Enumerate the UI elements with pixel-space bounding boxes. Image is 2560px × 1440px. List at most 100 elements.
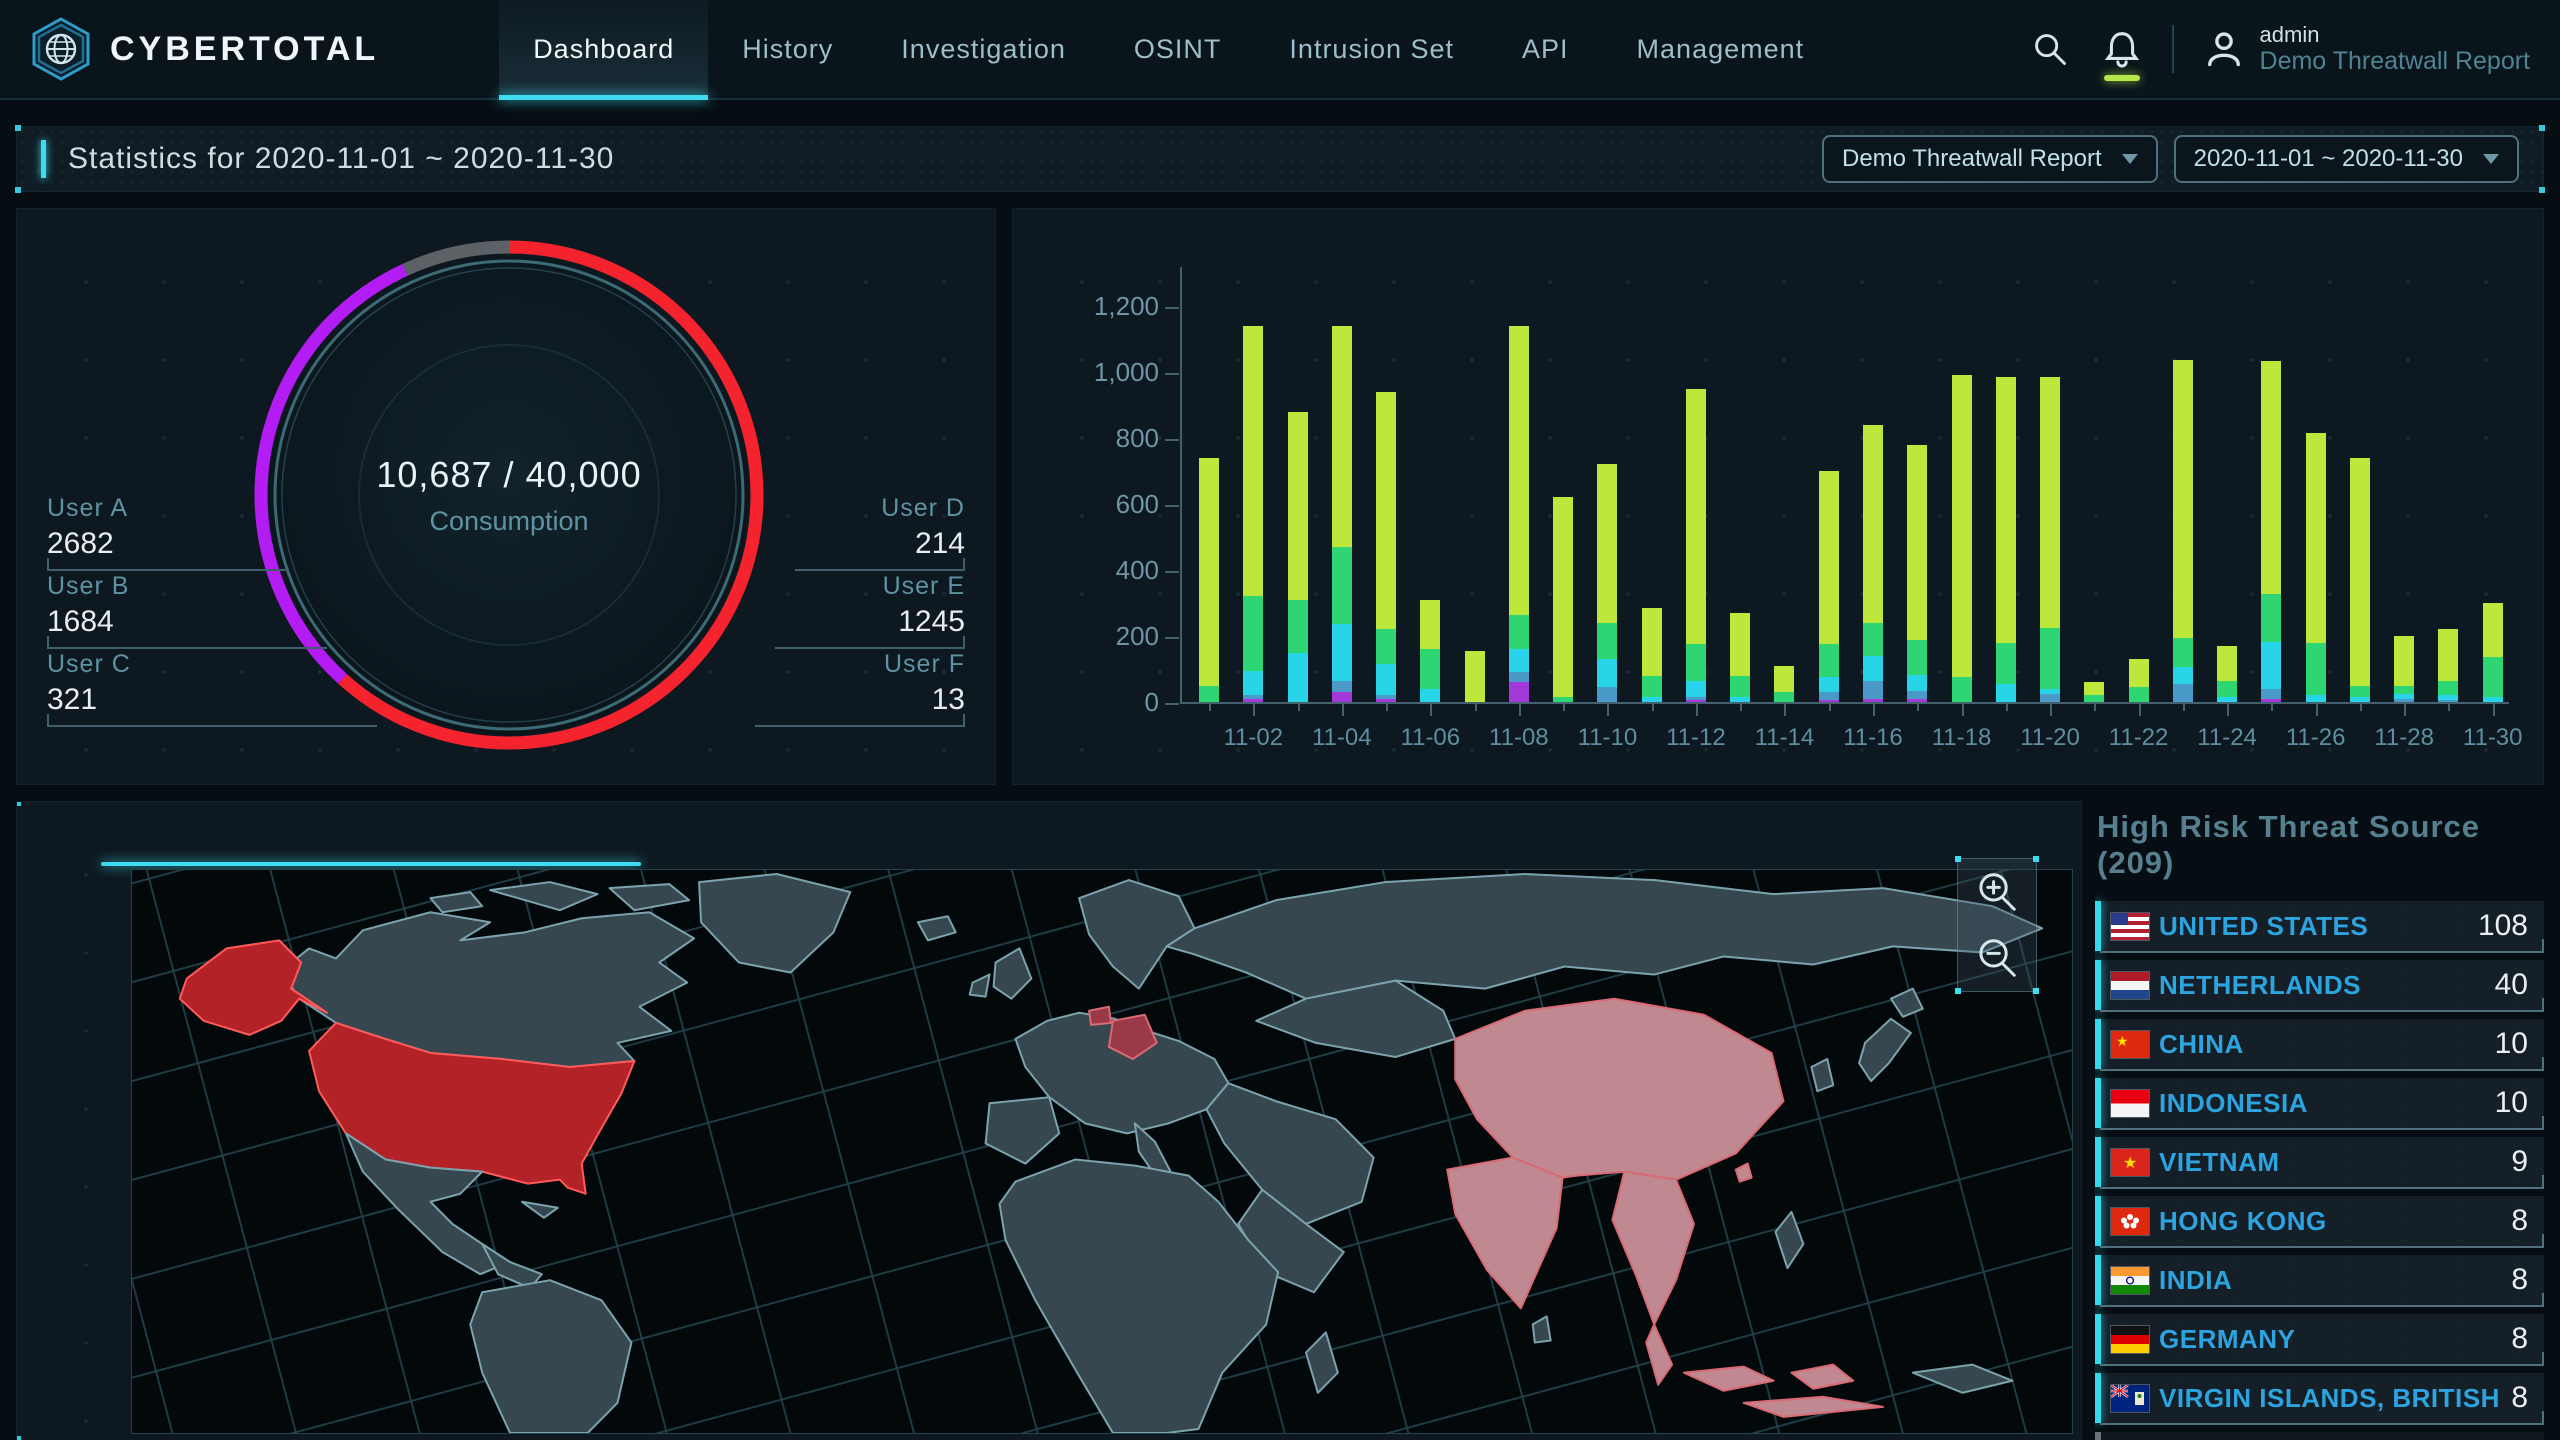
- map-island-new-guinea[interactable]: [1911, 1363, 2014, 1394]
- threat-item-cn[interactable]: ★ CHINA 10: [2095, 1019, 2544, 1071]
- svg-text:★: ★: [2116, 1033, 2129, 1049]
- zoom-out-button[interactable]: [1971, 932, 2023, 984]
- map-country-indonesia[interactable]: [1790, 1363, 1855, 1390]
- tab-management[interactable]: Management: [1636, 33, 1805, 64]
- tab-intrusion-set[interactable]: Intrusion Set: [1289, 33, 1455, 64]
- threat-item-vg[interactable]: VIRGIN ISLANDS, BRITISH 8: [2095, 1373, 2544, 1425]
- map-region-central-asia[interactable]: [1255, 979, 1457, 1059]
- bar-11-22[interactable]: 11-22: [2109, 659, 2168, 751]
- map-island-cuba[interactable]: [520, 1200, 559, 1219]
- map-country-indonesia[interactable]: [1683, 1365, 1775, 1392]
- bar-11-29[interactable]: [2438, 629, 2459, 711]
- bar-11-07[interactable]: [1464, 650, 1485, 711]
- map-country-korea[interactable]: [1810, 1058, 1835, 1093]
- consumption-gauge[interactable]: [249, 235, 769, 755]
- threat-item-de[interactable]: GERMANY 8: [2095, 1314, 2544, 1366]
- map-region-hong-kong[interactable]: [1734, 1162, 1753, 1183]
- bar-11-18[interactable]: 11-18: [1932, 375, 1991, 751]
- map-continent-south-america[interactable]: [469, 1279, 633, 1433]
- map-island-java[interactable]: [1742, 1395, 1884, 1418]
- series-lime: [2349, 457, 2370, 686]
- map-country-germany[interactable]: [1107, 1013, 1158, 1061]
- map-continent-africa[interactable]: [998, 1158, 1280, 1433]
- bar-11-03[interactable]: [1287, 411, 1308, 711]
- map-arctic-island[interactable]: [489, 881, 599, 912]
- x-tick-mark: [2359, 704, 2362, 711]
- bar-11-09[interactable]: [1553, 497, 1574, 711]
- threat-item-vn[interactable]: ★ VIETNAM 9: [2095, 1137, 2544, 1189]
- threat-item-id[interactable]: INDONESIA 10: [2095, 1078, 2544, 1130]
- bar-11-12[interactable]: 11-12: [1666, 388, 1726, 751]
- bar-11-30[interactable]: 11-30: [2463, 603, 2523, 751]
- report-select[interactable]: Demo Threatwall Report: [1822, 135, 2158, 183]
- bar-11-20[interactable]: 11-20: [2020, 376, 2080, 751]
- date-range-select[interactable]: 2020-11-01 ~ 2020-11-30: [2173, 135, 2519, 183]
- zoom-in-button[interactable]: [1971, 866, 2023, 918]
- tab-investigation[interactable]: Investigation: [901, 33, 1066, 64]
- map-region-middle-east[interactable]: [1205, 1082, 1375, 1225]
- bar-11-11[interactable]: [1641, 607, 1662, 711]
- bar-11-04[interactable]: 11-04: [1312, 325, 1372, 751]
- map-region-central-america[interactable]: [481, 1242, 543, 1290]
- map-island-sri-lanka[interactable]: [1531, 1315, 1552, 1344]
- bar-11-16[interactable]: 11-16: [1843, 424, 1903, 751]
- bar-11-14[interactable]: 11-14: [1755, 665, 1814, 751]
- threat-item-us[interactable]: UNITED STATES 108: [2095, 901, 2544, 953]
- series-cyan: [1508, 649, 1529, 673]
- map-region-alaska[interactable]: [178, 939, 328, 1036]
- map-arctic-island[interactable]: [429, 891, 484, 914]
- series-cyan: [2438, 695, 2459, 701]
- x-axis-label: 11-06: [1400, 724, 1461, 751]
- map-island-madagascar[interactable]: [1304, 1331, 1339, 1394]
- tab-dashboard[interactable]: Dashboard: [499, 0, 709, 100]
- map-country-mexico[interactable]: [344, 1132, 512, 1276]
- threat-count: 8: [2511, 1322, 2528, 1355]
- tab-osint[interactable]: OSINT: [1133, 33, 1222, 64]
- map-region-iberia[interactable]: [984, 1096, 1061, 1165]
- bar-11-26[interactable]: 11-26: [2286, 433, 2345, 751]
- map-country-ireland[interactable]: [968, 973, 991, 998]
- map-country-iceland[interactable]: [916, 915, 957, 942]
- tab-api[interactable]: API: [1522, 33, 1569, 64]
- bar-11-01[interactable]: [1199, 457, 1219, 711]
- account-menu[interactable]: admin Demo Threatwall Report: [2202, 22, 2530, 76]
- bar-11-08[interactable]: 11-08: [1489, 325, 1549, 751]
- world-map[interactable]: [131, 869, 2073, 1434]
- bar-11-21[interactable]: [2084, 682, 2105, 711]
- search-button[interactable]: [2028, 27, 2072, 71]
- map-region-indochina[interactable]: [1611, 1170, 1695, 1326]
- threat-item-hk[interactable]: HONG KONG 8: [2095, 1196, 2544, 1248]
- tab-history[interactable]: History: [742, 33, 834, 64]
- bar-11-06[interactable]: 11-06: [1401, 599, 1460, 751]
- brand[interactable]: CYBERTOTAL: [30, 0, 379, 98]
- bar-11-10[interactable]: 11-10: [1578, 464, 1637, 751]
- bar-11-19[interactable]: [1995, 376, 2016, 711]
- bar-stack: [2349, 457, 2370, 702]
- map-country-india[interactable]: [1446, 1156, 1564, 1310]
- flag-icon-us: [2111, 913, 2149, 941]
- map-island-hokkaido[interactable]: [1889, 987, 1924, 1018]
- date-range-value: 2020-11-01 ~ 2020-11-30: [2193, 145, 2463, 172]
- bar-11-15[interactable]: [1818, 471, 1839, 711]
- map-country-greenland[interactable]: [698, 873, 852, 974]
- map-country-japan[interactable]: [1858, 1017, 1912, 1083]
- map-country-philippines[interactable]: [1774, 1210, 1805, 1270]
- threat-item-nl[interactable]: NETHERLANDS 40: [2095, 960, 2544, 1012]
- map-country-united-kingdom[interactable]: [992, 947, 1033, 1000]
- bar-11-17[interactable]: [1907, 444, 1928, 711]
- map-tab-indicator[interactable]: [101, 862, 641, 866]
- bar-11-27[interactable]: [2349, 457, 2370, 711]
- bar-11-05[interactable]: [1376, 391, 1397, 711]
- bar-11-28[interactable]: 11-28: [2374, 636, 2434, 751]
- threat-item-in[interactable]: INDIA 8: [2095, 1255, 2544, 1307]
- map-arctic-island[interactable]: [608, 883, 691, 912]
- map-country-russia[interactable]: [1165, 873, 2044, 1000]
- bar-11-25[interactable]: [2261, 360, 2282, 711]
- bar-11-23[interactable]: [2172, 360, 2193, 711]
- notifications-button[interactable]: [2100, 27, 2144, 81]
- bar-11-13[interactable]: [1730, 612, 1751, 711]
- map-region-malay[interactable]: [1645, 1323, 1674, 1386]
- bar-11-24[interactable]: 11-24: [2197, 645, 2257, 751]
- map-country-netherlands[interactable]: [1088, 1005, 1112, 1026]
- bar-11-02[interactable]: 11-02: [1223, 325, 1283, 751]
